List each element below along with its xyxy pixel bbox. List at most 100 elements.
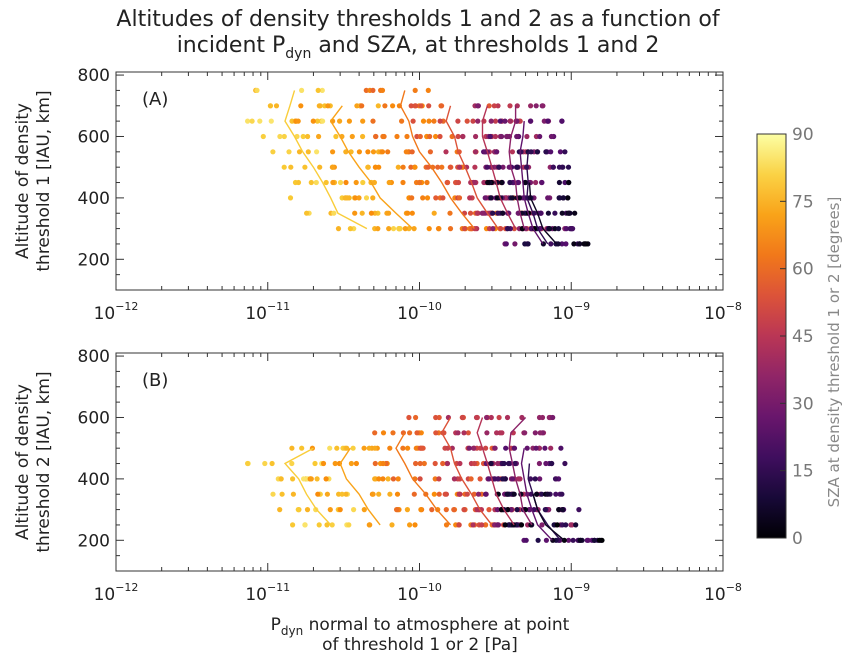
scatter-point — [421, 460, 427, 467]
scatter-point — [412, 164, 418, 170]
scatter-point — [273, 103, 280, 109]
scatter-point — [470, 522, 476, 528]
scatter-point — [542, 507, 548, 513]
chart-title-line2: incident Pdyn and SZA, at thresholds 1 a… — [177, 33, 660, 62]
x-tick-label: 10−12 — [94, 581, 139, 605]
scatter-point — [537, 430, 543, 436]
scatter-point — [552, 476, 559, 482]
scatter-point — [380, 133, 386, 140]
scatter-point — [300, 133, 306, 140]
scatter-point — [376, 491, 382, 497]
scatter-point — [339, 491, 345, 497]
scatter-point — [329, 522, 335, 528]
scatter-point — [404, 507, 410, 513]
scatter-point — [353, 179, 359, 186]
scatter-point — [424, 179, 430, 186]
scatter-point — [570, 537, 576, 543]
scatter-point — [555, 241, 561, 247]
scatter-point — [379, 87, 386, 93]
scatter-point — [484, 414, 490, 421]
scatter-point — [295, 507, 301, 513]
scatter-point — [436, 476, 442, 482]
scatter-point — [260, 133, 266, 140]
y-tick-label: 200 — [78, 250, 110, 270]
scatter-point — [413, 103, 419, 109]
scatter-point — [425, 164, 431, 170]
scatter-point — [496, 414, 502, 421]
scatter-point — [372, 445, 378, 451]
scatter-point — [395, 476, 401, 482]
scatter-point — [316, 522, 322, 528]
x-tick-label: 10−11 — [245, 300, 290, 324]
scatter-point — [320, 118, 326, 124]
scatter-point — [424, 195, 431, 201]
x-tick-label: 10−11 — [245, 581, 290, 605]
scatter-point — [533, 103, 539, 109]
scatter-point — [500, 210, 506, 216]
scatter-point — [503, 241, 509, 247]
scatter-point — [532, 476, 538, 482]
scatter-point — [407, 430, 413, 436]
y-tick-label: 400 — [78, 470, 110, 490]
scatter-point — [281, 164, 287, 170]
scatter-point — [484, 164, 490, 170]
scatter-point — [467, 210, 474, 216]
x-tick-label: 10−10 — [397, 581, 442, 605]
scatter-point — [372, 460, 378, 467]
scatter-point — [486, 476, 492, 482]
scatter-point — [395, 164, 401, 170]
scatter-point — [456, 491, 462, 497]
scatter-point — [375, 103, 381, 109]
panel-a-median-lines — [284, 90, 558, 245]
scatter-point — [524, 445, 530, 451]
scatter-point — [477, 476, 483, 482]
colorbar-tick-label: 15 — [792, 462, 814, 482]
scatter-point — [451, 507, 457, 513]
scatter-point — [317, 164, 323, 170]
scatter-point — [433, 133, 439, 140]
scatter-point — [500, 476, 506, 482]
scatter-point — [435, 164, 441, 170]
scatter-point — [245, 460, 251, 467]
scatter-point — [514, 133, 520, 140]
scatter-point — [439, 164, 445, 170]
scatter-point — [429, 507, 435, 513]
scatter-point — [385, 149, 391, 155]
y-tick-label: 600 — [78, 408, 110, 428]
scatter-point — [500, 164, 506, 170]
scatter-point — [475, 118, 481, 124]
scatter-point — [488, 414, 494, 421]
panel-a-points — [245, 87, 591, 247]
scatter-point — [405, 445, 411, 451]
scatter-point — [387, 491, 393, 497]
scatter-point — [532, 430, 538, 436]
y-tick-label: 200 — [78, 531, 110, 551]
scatter-point — [349, 133, 355, 140]
scatter-point — [368, 210, 374, 216]
scatter-point — [475, 210, 481, 216]
scatter-point — [515, 476, 522, 482]
scatter-point — [596, 537, 603, 543]
scatter-point — [334, 445, 340, 451]
median-line — [508, 105, 525, 229]
scatter-point — [554, 522, 560, 528]
scatter-point — [329, 164, 335, 170]
scatter-point — [400, 164, 406, 170]
scatter-point — [553, 491, 559, 497]
scatter-point — [361, 445, 367, 451]
scatter-point — [533, 445, 539, 451]
scatter-point — [491, 476, 497, 482]
scatter-point — [426, 118, 432, 124]
scatter-point — [379, 149, 386, 155]
scatter-point — [335, 226, 342, 232]
scatter-point — [356, 149, 362, 155]
scatter-point — [352, 195, 358, 201]
scatter-point — [503, 445, 509, 451]
scatter-point — [305, 133, 311, 140]
scatter-point — [471, 460, 477, 467]
scatter-point — [411, 491, 417, 497]
scatter-point — [543, 460, 549, 467]
scatter-point — [413, 445, 419, 451]
scatter-point — [487, 133, 493, 140]
scatter-point — [351, 507, 357, 513]
